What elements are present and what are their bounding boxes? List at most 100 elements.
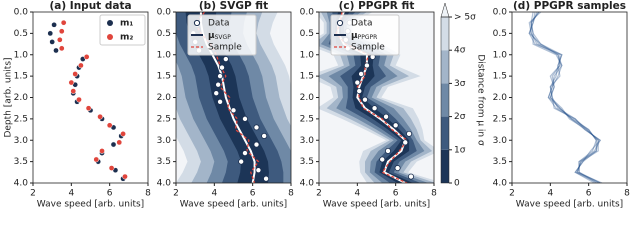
colorbar-tick-label: 3σ xyxy=(454,79,466,89)
data-point xyxy=(406,130,413,137)
y-tick-label: 2.5 xyxy=(493,114,507,124)
legend-label: μPPGPR xyxy=(351,31,377,41)
data-point xyxy=(215,81,222,88)
sample-line xyxy=(528,12,602,183)
data-point xyxy=(72,71,79,77)
data-point xyxy=(354,79,361,86)
data-point xyxy=(56,36,63,43)
x-tick-label: 8 xyxy=(145,189,151,199)
x-tick-label: 8 xyxy=(431,189,437,199)
x-tick-label: 4 xyxy=(547,189,553,199)
colorbar-segment xyxy=(441,83,449,117)
y-tick-label: 2.5 xyxy=(14,114,28,124)
data-point xyxy=(106,122,113,129)
y-tick-label: 1.5 xyxy=(300,72,314,82)
data-point xyxy=(379,156,386,163)
data-point xyxy=(392,122,399,129)
axes-frame xyxy=(318,11,435,184)
panel-title: (d) PPGPR samples xyxy=(513,0,626,12)
data-point xyxy=(394,165,401,172)
legend-label: Sample xyxy=(351,43,385,53)
data-point xyxy=(51,21,57,28)
y-tick-label: 1.5 xyxy=(493,72,507,82)
legend-label-sub: PPGPR xyxy=(358,34,378,41)
data-point xyxy=(68,79,75,86)
colorbar-segment xyxy=(441,116,449,150)
data-point xyxy=(85,105,92,112)
panel-title: (a) Input data xyxy=(49,0,131,12)
data-point xyxy=(97,113,103,120)
plot-area xyxy=(47,19,128,182)
data-point xyxy=(78,62,84,69)
data-point xyxy=(58,45,65,52)
legend-marker xyxy=(336,19,344,27)
data-point xyxy=(99,148,105,154)
legend-label: Sample xyxy=(208,43,242,53)
data-point xyxy=(58,28,65,35)
sigma-band xyxy=(328,12,421,183)
legend-box xyxy=(187,14,257,56)
data-point xyxy=(383,113,390,120)
data-point xyxy=(108,165,115,171)
y-tick-label: 0.5 xyxy=(157,29,171,39)
data-point xyxy=(253,124,260,131)
y-tick-label: 4.0 xyxy=(14,179,29,189)
data-point xyxy=(110,141,117,148)
data-point xyxy=(47,30,54,37)
data-point xyxy=(120,130,126,137)
panel-title: (c) PPGPR fit xyxy=(339,0,415,12)
y-tick-label: 3.0 xyxy=(493,136,508,146)
y-axis-label: Depth [arb. units] xyxy=(4,57,14,137)
colorbar-segment xyxy=(441,50,449,84)
x-axis-label: Wave speed [arb. units] xyxy=(180,200,287,210)
x-tick-label: 8 xyxy=(624,189,630,199)
legend-label-main: μ xyxy=(351,31,358,41)
y-tick-label: 2.0 xyxy=(300,93,315,103)
colorbar-segment xyxy=(441,149,449,183)
legend-box xyxy=(330,14,400,56)
y-tick-label: 4.0 xyxy=(300,179,315,189)
y-tick-label: 0.0 xyxy=(493,8,508,18)
sample-line xyxy=(530,12,601,183)
y-tick-label: 1.0 xyxy=(157,50,172,60)
data-point xyxy=(261,132,268,139)
data-point xyxy=(255,167,262,174)
x-axis-label: Wave speed [arb. units] xyxy=(37,200,144,210)
legend-label-sub: SVGP xyxy=(215,34,232,41)
x-tick-label: 6 xyxy=(107,189,113,199)
data-point xyxy=(358,70,365,77)
y-tick-label: 2.0 xyxy=(157,93,172,103)
colorbar-tick-label: > 5σ xyxy=(454,13,476,23)
y-tick-label: 0.5 xyxy=(493,29,507,39)
y-tick-label: 3.0 xyxy=(14,136,29,146)
x-tick-label: 6 xyxy=(586,189,592,199)
y-tick-label: 0.5 xyxy=(14,29,28,39)
y-tick-label: 3.5 xyxy=(14,157,28,167)
y-tick-label: 3.5 xyxy=(493,157,507,167)
data-point xyxy=(76,96,82,103)
legend-label: μSVGP xyxy=(208,31,231,41)
colorbar-tick-label: 1σ xyxy=(454,145,466,155)
data-point xyxy=(253,141,260,148)
panel-title: (b) SVGP fit xyxy=(199,0,268,12)
y-tick-label: 3.0 xyxy=(157,136,172,146)
colorbar-tick-label: 0 xyxy=(454,179,460,189)
y-tick-label: 1.5 xyxy=(14,72,28,82)
y-tick-label: 4.0 xyxy=(493,179,508,189)
data-point xyxy=(407,173,414,180)
x-tick-label: 4 xyxy=(354,189,360,199)
y-tick-label: 0.5 xyxy=(300,29,314,39)
x-tick-label: 8 xyxy=(288,189,294,199)
x-tick-label: 6 xyxy=(393,189,399,199)
colorbar-tick-label: 4σ xyxy=(454,46,466,56)
y-tick-label: 1.0 xyxy=(300,50,315,60)
y-tick-label: 4.0 xyxy=(157,179,172,189)
x-tick-label: 6 xyxy=(250,189,256,199)
y-tick-label: 2.0 xyxy=(493,93,508,103)
legend-label: m₂ xyxy=(120,33,133,43)
legend-label: Data xyxy=(208,19,230,29)
legend-marker xyxy=(193,19,201,27)
data-point xyxy=(384,147,391,154)
x-tick-label: 2 xyxy=(509,189,515,199)
data-point xyxy=(218,64,225,71)
